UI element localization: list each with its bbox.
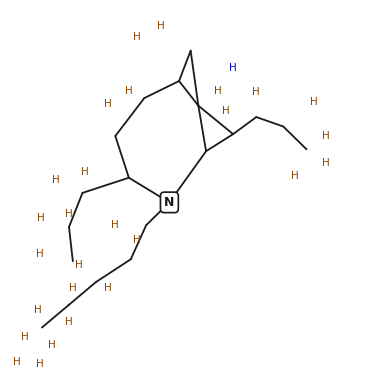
Text: H: H bbox=[34, 306, 42, 316]
Text: H: H bbox=[229, 63, 237, 73]
Text: H: H bbox=[65, 209, 73, 219]
Text: H: H bbox=[75, 260, 82, 270]
Text: H: H bbox=[48, 340, 56, 350]
Text: H: H bbox=[133, 235, 140, 245]
Text: H: H bbox=[310, 97, 318, 107]
Text: H: H bbox=[291, 171, 299, 181]
Text: H: H bbox=[322, 157, 330, 168]
Text: H: H bbox=[133, 32, 140, 42]
Text: H: H bbox=[81, 167, 88, 177]
Text: H: H bbox=[36, 249, 44, 259]
Text: H: H bbox=[36, 359, 44, 369]
Text: H: H bbox=[52, 175, 60, 185]
Text: H: H bbox=[69, 283, 77, 293]
Text: N: N bbox=[164, 196, 175, 209]
Text: H: H bbox=[112, 220, 119, 230]
Text: H: H bbox=[125, 86, 133, 96]
Text: H: H bbox=[65, 317, 73, 327]
Text: H: H bbox=[157, 21, 165, 31]
Text: H: H bbox=[13, 357, 21, 367]
Text: H: H bbox=[21, 332, 28, 342]
Text: H: H bbox=[252, 87, 260, 97]
Text: H: H bbox=[104, 99, 112, 109]
Text: H: H bbox=[221, 106, 229, 117]
Text: H: H bbox=[214, 86, 222, 96]
Text: H: H bbox=[104, 283, 112, 293]
Text: H: H bbox=[37, 212, 45, 223]
Text: H: H bbox=[322, 131, 330, 141]
